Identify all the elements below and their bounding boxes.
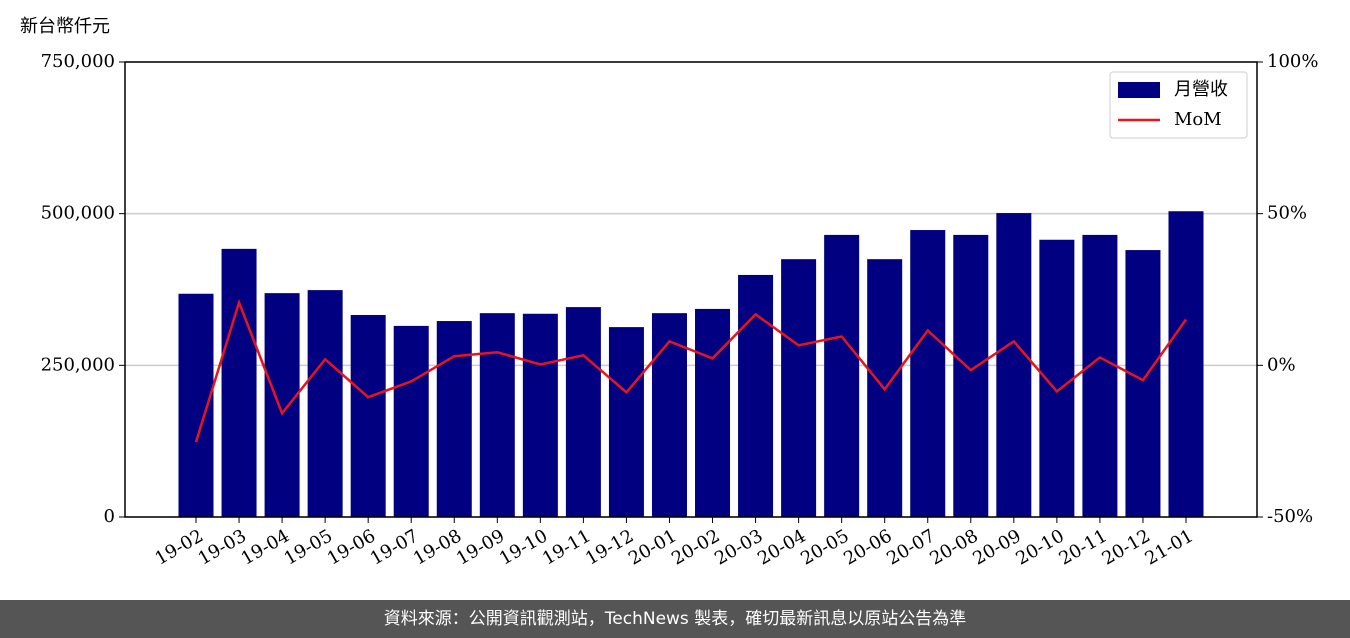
- bar: [1082, 234, 1118, 517]
- bar: [651, 313, 687, 517]
- x-tick-label: 20-03: [711, 525, 766, 569]
- legend-label: 月營收: [1174, 79, 1228, 100]
- bar: [264, 293, 300, 517]
- x-tick-label: 20-06: [840, 525, 895, 569]
- bar: [307, 290, 343, 517]
- bar: [565, 307, 601, 517]
- x-tick-label: 20-08: [926, 525, 981, 569]
- y-tick-label: 750,000: [41, 51, 115, 72]
- y-tick-label: 0: [104, 506, 115, 527]
- bar: [350, 314, 386, 517]
- x-tick-label: 19-12: [582, 525, 637, 569]
- y-tick-label: 250,000: [41, 354, 115, 375]
- footer-bar: [0, 600, 1350, 638]
- bar: [996, 213, 1032, 517]
- y2-tick-label: -50%: [1267, 506, 1313, 527]
- x-tick-label: 20-02: [668, 525, 723, 569]
- bar: [781, 259, 817, 517]
- y-axis-label: 新台幣仟元: [20, 16, 110, 37]
- x-tick-label: 19-04: [238, 525, 293, 569]
- x-tick-label: 20-10: [1012, 525, 1067, 569]
- bar: [910, 230, 946, 517]
- x-tick-label: 19-07: [367, 525, 422, 569]
- x-tick-label: 19-10: [496, 525, 551, 569]
- x-tick-label: 19-11: [539, 525, 594, 569]
- x-tick-label: 20-07: [883, 525, 938, 569]
- bar: [436, 321, 472, 517]
- y2-tick-label: 0%: [1267, 354, 1296, 375]
- x-tick-label: 20-12: [1099, 525, 1154, 569]
- bar: [738, 274, 774, 517]
- x-tick-label: 19-06: [324, 525, 379, 569]
- bar: [695, 308, 731, 517]
- line: [194, 298, 1188, 443]
- bar: [1168, 211, 1204, 518]
- legend-label: MoM: [1174, 109, 1222, 130]
- x-tick-label: 19-09: [453, 525, 508, 569]
- x-tick-label: 19-02: [152, 525, 207, 569]
- legend-swatch: [1118, 82, 1160, 98]
- x-tick-label: 20-04: [754, 525, 809, 569]
- source-note: 資料來源：公開資訊觀測站，TechNews 製表，確切最新訊息以原站公告為準: [384, 609, 966, 629]
- x-tick-label: 20-01: [625, 525, 680, 569]
- bar: [953, 234, 989, 517]
- bar: [479, 313, 515, 517]
- bar: [522, 313, 558, 517]
- y2-tick-label: 50%: [1267, 203, 1307, 224]
- x-tick-label: 19-03: [195, 525, 250, 569]
- y-tick-label: 500,000: [41, 203, 115, 224]
- x-tick-label: 20-09: [969, 525, 1024, 569]
- plot-frame: [124, 61, 1258, 518]
- bar: [1125, 250, 1161, 518]
- x-tick-label: 20-11: [1055, 525, 1110, 569]
- x-tick-label: 19-08: [410, 525, 465, 569]
- bar: [393, 325, 429, 517]
- bar: [608, 327, 644, 517]
- bar: [221, 248, 257, 517]
- x-tick-label: 19-05: [281, 525, 336, 569]
- bar: [824, 234, 860, 517]
- x-tick-label: 20-05: [797, 525, 852, 569]
- y2-tick-label: 100%: [1267, 51, 1318, 72]
- x-tick-label: 21-01: [1142, 525, 1197, 569]
